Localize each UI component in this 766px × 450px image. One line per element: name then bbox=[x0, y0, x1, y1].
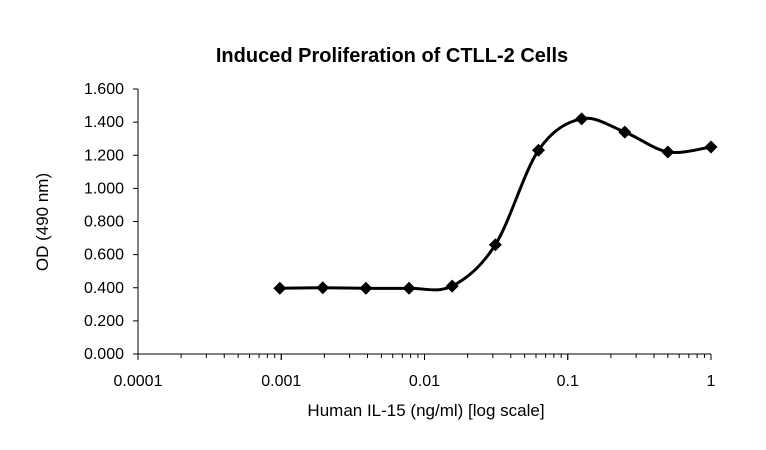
data-point bbox=[575, 112, 589, 126]
y-tick-label: 1.200 bbox=[84, 147, 124, 164]
x-tick-label: 0.1 bbox=[557, 373, 579, 390]
data-point bbox=[532, 143, 546, 157]
data-point bbox=[359, 281, 373, 295]
data-point bbox=[661, 145, 675, 159]
y-tick-label: 0.600 bbox=[84, 247, 124, 264]
series-line bbox=[279, 116, 712, 292]
x-tick-label: 0.01 bbox=[409, 373, 440, 390]
tick-labels: 0.000 0.200 0.400 0.600 0.800 1.000 1.200 1.400… bbox=[84, 81, 716, 390]
chart-title: Induced Proliferation of CTLL-2 Cells bbox=[216, 45, 568, 67]
data-point bbox=[273, 281, 287, 295]
x-tick-label: 1 bbox=[707, 373, 716, 390]
series-markers bbox=[273, 112, 718, 295]
data-point bbox=[445, 279, 459, 293]
data-point bbox=[488, 238, 502, 252]
y-tick-label: 0.800 bbox=[84, 214, 124, 231]
data-point bbox=[704, 140, 718, 154]
y-tick-label: 1.400 bbox=[84, 114, 124, 131]
data-point bbox=[618, 125, 632, 139]
x-tick-label: 0.001 bbox=[261, 373, 301, 390]
y-tick-label: 0.400 bbox=[84, 280, 124, 297]
axes bbox=[133, 88, 712, 360]
x-tick-label: 0.0001 bbox=[114, 373, 163, 390]
y-tick-label: 0.200 bbox=[84, 313, 124, 330]
y-axis-label: OD (490 nm) bbox=[33, 173, 52, 271]
data-point bbox=[402, 281, 416, 295]
data-point bbox=[316, 281, 330, 295]
y-tick-label: 1.000 bbox=[84, 180, 124, 197]
y-tick-label: 0.000 bbox=[84, 346, 124, 363]
y-tick-label: 1.600 bbox=[84, 81, 124, 98]
x-axis-label: Human IL-15 (ng/ml) [log scale] bbox=[307, 401, 544, 420]
